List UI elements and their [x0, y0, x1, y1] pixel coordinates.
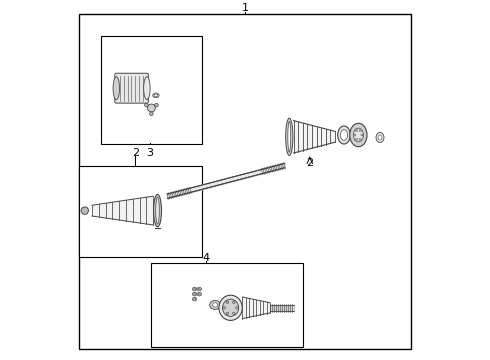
Ellipse shape [213, 303, 218, 307]
Ellipse shape [113, 77, 120, 100]
Ellipse shape [338, 126, 350, 144]
FancyBboxPatch shape [115, 73, 148, 103]
Text: 4: 4 [202, 253, 210, 263]
Ellipse shape [154, 103, 158, 107]
Ellipse shape [356, 138, 358, 140]
Bar [101, 36, 202, 144]
Ellipse shape [198, 288, 200, 290]
Ellipse shape [194, 298, 196, 300]
Ellipse shape [288, 122, 291, 152]
Ellipse shape [193, 292, 197, 296]
Ellipse shape [145, 103, 148, 107]
Ellipse shape [193, 287, 197, 291]
Ellipse shape [378, 135, 382, 140]
Ellipse shape [361, 134, 363, 136]
Polygon shape [168, 163, 285, 198]
Text: 2: 2 [306, 158, 314, 168]
Bar [151, 263, 303, 347]
Ellipse shape [197, 292, 201, 296]
Text: 2: 2 [132, 148, 139, 158]
Ellipse shape [147, 104, 155, 112]
Polygon shape [294, 121, 335, 153]
Ellipse shape [359, 130, 361, 132]
Ellipse shape [286, 118, 293, 156]
Ellipse shape [154, 94, 158, 97]
Ellipse shape [156, 197, 159, 224]
Text: 3: 3 [146, 148, 153, 158]
Ellipse shape [194, 293, 196, 295]
Polygon shape [92, 196, 153, 225]
Bar [79, 166, 202, 257]
Ellipse shape [236, 307, 238, 309]
Ellipse shape [193, 297, 197, 301]
Ellipse shape [198, 293, 200, 295]
Ellipse shape [233, 312, 235, 315]
Ellipse shape [144, 77, 150, 100]
Ellipse shape [197, 287, 201, 291]
Ellipse shape [222, 299, 239, 316]
Ellipse shape [359, 138, 361, 140]
Ellipse shape [226, 301, 229, 303]
Text: 1: 1 [242, 3, 248, 13]
Ellipse shape [81, 207, 88, 214]
Ellipse shape [354, 134, 356, 136]
Ellipse shape [194, 288, 196, 290]
Polygon shape [243, 297, 270, 319]
Ellipse shape [226, 312, 229, 315]
Ellipse shape [356, 130, 358, 132]
Ellipse shape [376, 132, 384, 143]
Ellipse shape [219, 295, 242, 320]
Ellipse shape [350, 123, 367, 147]
Ellipse shape [210, 300, 220, 310]
Ellipse shape [149, 112, 153, 116]
Ellipse shape [223, 307, 225, 309]
Ellipse shape [353, 128, 364, 142]
Ellipse shape [233, 301, 235, 303]
Ellipse shape [153, 194, 162, 227]
Ellipse shape [341, 130, 347, 140]
Ellipse shape [153, 93, 159, 98]
